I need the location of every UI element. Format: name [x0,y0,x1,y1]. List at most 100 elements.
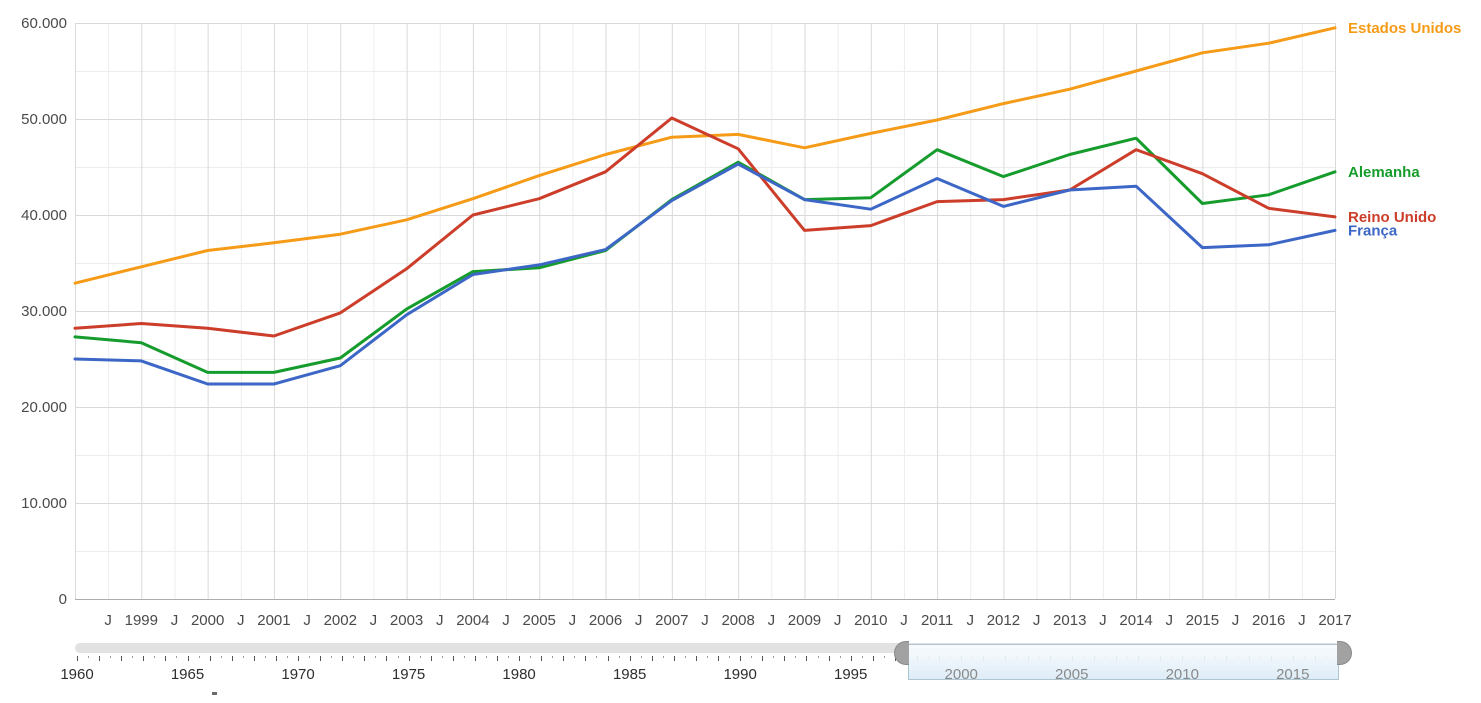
series-line-reino-unido[interactable] [73,116,1337,338]
timeline-tick-halfyear [198,656,200,658]
y-axis-label: 50.000 [21,111,67,128]
timeline-handle-left[interactable] [894,641,909,665]
y-axis-label: 60.000 [21,15,67,32]
timeline-tick-halfyear [110,656,112,658]
timeline-tick-year [77,656,78,661]
timeline-tick-year [408,656,410,661]
timeline-tick-halfyear [242,656,244,658]
timeline-tick-halfyear [419,656,421,658]
x-axis-label: J [303,612,311,629]
timeline-tick-halfyear [817,656,819,658]
x-axis-label: J [502,612,510,629]
timeline-tick-halfyear [220,656,222,658]
x-axis-label: 2014 [1119,612,1152,629]
y-axis-label: 40.000 [21,207,67,224]
timeline-tick-halfyear [707,656,708,658]
y-axis-label: 0 [59,591,67,608]
timeline-tick-year [253,656,255,661]
timeline-tick-year [872,656,874,661]
timeline-tick-halfyear [684,656,686,658]
x-axis-label: J [237,612,245,629]
timeline-tick-year [740,656,742,661]
timeline-label: 1990 [723,666,757,683]
timeline-label: 1965 [170,666,205,683]
timeline-tick-year [430,656,432,661]
timeline-tick-year [718,656,720,661]
timeline-tick-halfyear [795,656,797,658]
timeline-tick-halfyear [309,656,311,658]
x-axis-label: J [1165,612,1173,629]
timeline-tick-halfyear [729,656,731,658]
timeline-label: 2000 [944,666,978,683]
timeline-tick-year [629,656,631,661]
timeline-tick-halfyear [861,656,863,658]
timeline-tick-halfyear [662,656,664,658]
timeline-tick-year [673,656,675,661]
timeline-tick-year [585,656,587,661]
timeline-tick-halfyear [839,656,841,658]
timeline-label: 2015 [1276,666,1310,683]
timeline-tick-halfyear [132,656,134,658]
timeline-tick-year [607,656,609,661]
timeline-tick-halfyear [508,656,510,658]
x-axis-label: 2002 [324,612,357,629]
timeline-tick-year [541,656,543,661]
timeline-tick-year [784,656,786,661]
x-axis-label: 2013 [1053,612,1086,629]
y-axis-label: 10.000 [21,495,67,512]
timeline-tick-halfyear [574,656,576,658]
series-label-estados-unidos[interactable]: Estados Unidos [1348,20,1461,37]
y-axis-label: 20.000 [21,399,67,416]
series-label-alemanha[interactable]: Alemanha [1348,164,1420,181]
timeline-tick-year [298,656,300,661]
timeline-tick-year [695,656,697,661]
timeline-tick-year [563,656,565,661]
timeline-tick-year [342,656,344,661]
timeline-tick-halfyear [154,656,156,658]
timeline-tick-year [121,656,123,661]
series-label-franca[interactable]: França [1348,222,1398,239]
x-axis-label: J [900,612,908,629]
series-line-franca[interactable] [73,162,1337,386]
x-axis-label: 2016 [1252,612,1285,629]
timeline-label: 1985 [612,666,647,683]
x-axis-label: 2017 [1318,612,1351,629]
series-line-estados-unidos[interactable] [73,26,1337,285]
timeline-label: 1970 [281,666,315,683]
x-axis-label: J [1033,612,1041,629]
timeline-tick-halfyear [331,656,333,658]
timeline-label: 1980 [502,666,536,683]
timeline-tick-year [474,656,476,661]
timeline-tick-halfyear [530,656,532,658]
timeline-label: 2010 [1165,666,1199,683]
x-axis-label: 2009 [788,612,821,629]
timeline-tick-halfyear [353,656,355,658]
timeline-track[interactable] [75,643,1341,653]
timeline-tick-halfyear [773,656,775,658]
timeline-tick-year [187,656,189,661]
series-label-reino-unido[interactable]: Reino Unido [1348,209,1436,226]
x-axis-label: 2008 [721,612,754,629]
timeline-tick-year [364,656,366,661]
x-axis-label: 2007 [655,612,688,629]
timeline-label: 1995 [833,666,868,683]
timeline-tick-year [386,656,388,661]
timeline-tick-year [497,656,498,661]
clipped-text-artifact [212,692,217,695]
timeline-tick-halfyear [397,656,399,658]
x-axis-label: 2012 [987,612,1020,629]
x-axis-label: J [436,612,444,629]
timeline-tick-halfyear [287,656,288,658]
timeline-tick-halfyear [485,656,487,658]
x-axis-label: 2004 [456,612,489,629]
timeline-tick-halfyear [463,656,465,658]
timeline-tick-year [143,656,145,661]
timeline-tick-halfyear [375,656,377,658]
timeline-tick-year [231,656,233,661]
timeline-label: 1975 [391,666,426,683]
timeline-selection-window[interactable] [908,644,1339,680]
timeline-handle-right[interactable] [1337,641,1352,665]
x-axis-label: 2005 [523,612,556,629]
timeline-tick-halfyear [88,656,90,658]
